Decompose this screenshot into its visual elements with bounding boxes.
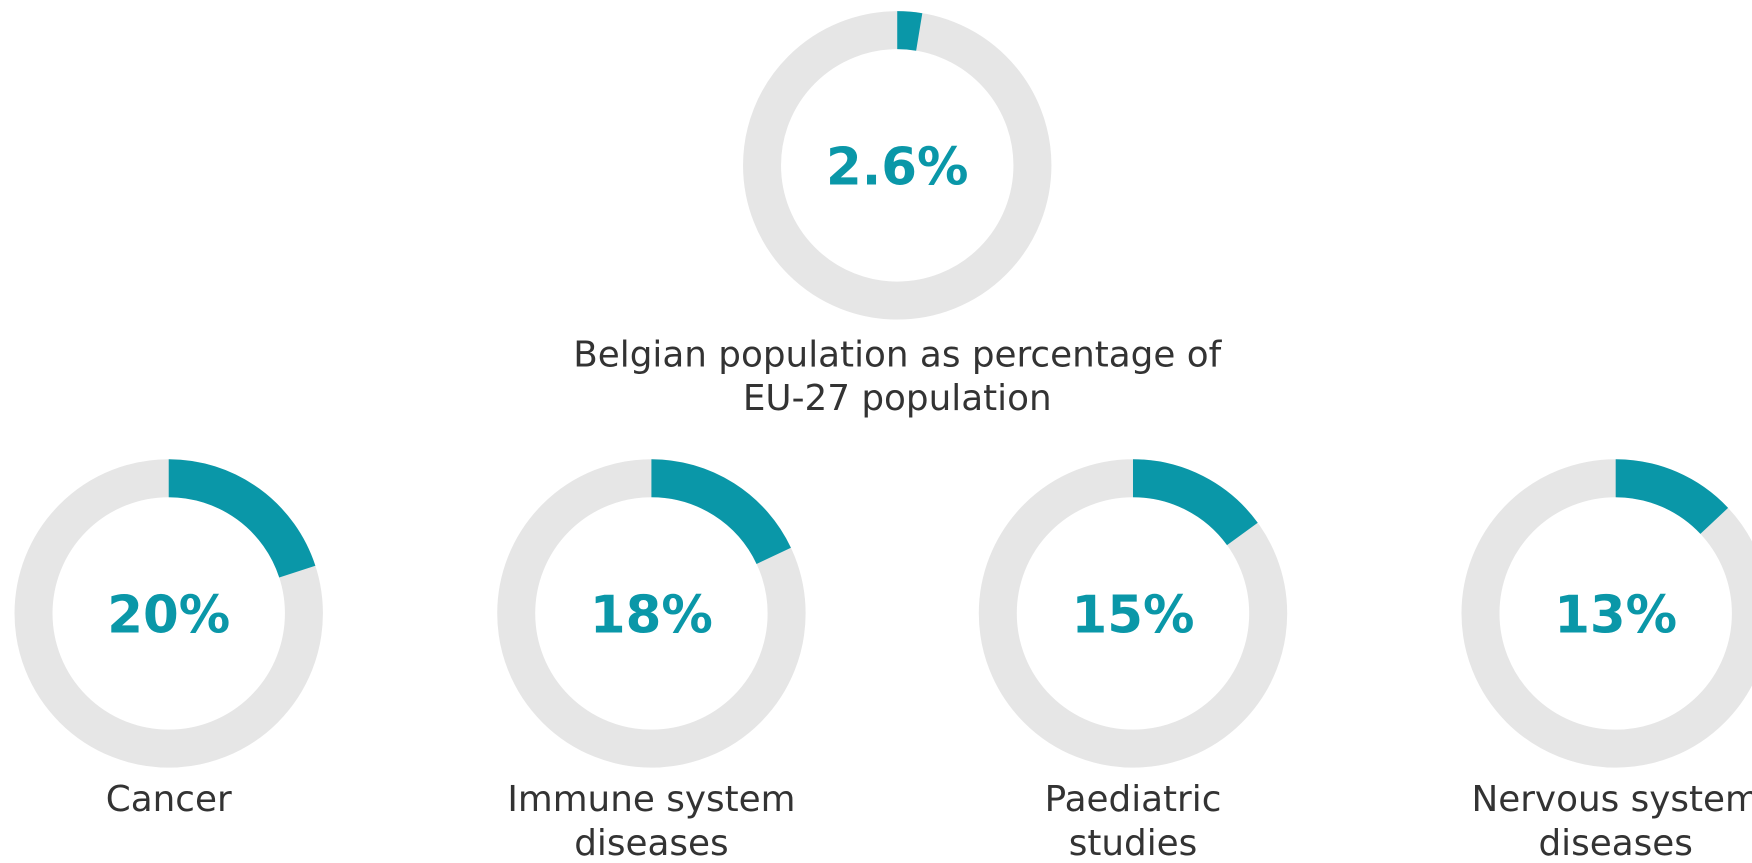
caption: Cancer bbox=[105, 777, 232, 821]
value-label: 20% bbox=[107, 586, 230, 646]
caption: Paediatric studies bbox=[1044, 777, 1222, 863]
donut-segment bbox=[168, 459, 316, 578]
donut-segment bbox=[1615, 459, 1729, 535]
donut-segment bbox=[650, 459, 791, 565]
caption: Immune system diseases bbox=[507, 777, 796, 863]
value-label: 2.6% bbox=[826, 138, 969, 198]
caption: Nervous system diseases bbox=[1471, 777, 1752, 863]
donut-segment bbox=[896, 11, 923, 51]
caption: Belgian population as percentage of EU-2… bbox=[573, 332, 1222, 420]
donut-segment bbox=[1132, 459, 1258, 546]
value-label: 13% bbox=[1554, 586, 1677, 646]
value-label: 15% bbox=[1072, 586, 1195, 646]
value-label: 18% bbox=[590, 586, 713, 646]
